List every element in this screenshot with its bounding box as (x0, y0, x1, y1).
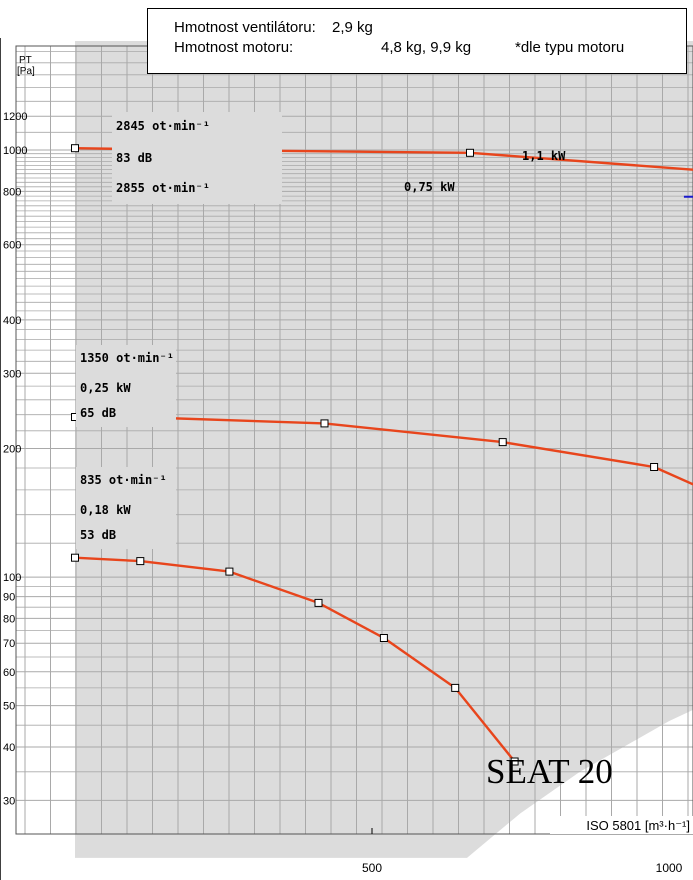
series-label: 2845 ot·min⁻¹ (116, 119, 210, 133)
curve-point-marker (314, 598, 323, 607)
y-tick-label: 100 (3, 572, 21, 584)
model-label: SEAT 20 (486, 752, 613, 791)
series-label: 65 dB (80, 406, 116, 420)
curve-point-marker (498, 438, 507, 447)
y-tick-label: 200 (3, 444, 21, 456)
series-label-bg (112, 112, 282, 204)
y-axis-label-line2: [Pa] (17, 66, 35, 77)
curve-point-marker (510, 757, 519, 766)
x-tick-labels: 50010001500 (362, 828, 683, 875)
series-label: 53 dB (80, 528, 116, 542)
power-label: 0,75 kW (404, 180, 455, 194)
y-tick-label: 70 (3, 638, 15, 650)
motor-weight-label: Hmotnost motoru: (174, 39, 294, 56)
curve-point-marker (650, 463, 659, 471)
fan-weight-value: 2,9 kg (332, 19, 373, 36)
curve-point-marker (451, 683, 460, 692)
series-label-bg (76, 345, 176, 427)
curve-point-marker (379, 634, 388, 642)
power-label: 1,1 kW (522, 149, 566, 163)
motor-weight-value: 4,8 kg, 9,9 kg (381, 39, 472, 56)
y-tick-label: 30 (3, 795, 15, 807)
y-tick-label: 400 (3, 315, 21, 327)
curve-point-marker (320, 419, 329, 428)
curve-point-marker (466, 148, 474, 157)
x-axis-label-bg (550, 816, 693, 834)
y-tick-label: 1200 (3, 111, 27, 123)
motor-note: *dle typu motoru (515, 39, 625, 56)
grid (16, 46, 693, 834)
weight-info-box: Hmotnost ventilátoru: 2,9 kg Hmotnost mo… (147, 8, 687, 74)
curve-point-marker (225, 567, 234, 576)
series-label: 1350 ot·min⁻¹ (80, 351, 174, 365)
y-tick-label: 60 (3, 667, 15, 679)
curve-point-marker (136, 557, 145, 566)
series-label: 83 dB (116, 151, 152, 165)
y-tick-label: 40 (3, 742, 15, 754)
y-tick-label: 1000 (3, 145, 27, 157)
fan-weight-label: Hmotnost ventilátoru: (174, 19, 316, 36)
y-tick-labels: 30 40 50 60 70 80 90 100 200 300 400 600 800 1000 1200 (3, 111, 27, 807)
curve-point-marker (71, 553, 79, 562)
x-tick-label: 500 (362, 861, 382, 875)
y-tick-label: 300 (3, 368, 21, 380)
series-label: 835 ot·min⁻¹ (80, 473, 167, 487)
x-tick-label: 1000 (656, 861, 683, 875)
x-axis-label: ISO 5801 [m³·h⁻¹] (586, 818, 690, 833)
y-tick-label: 600 (3, 240, 21, 252)
y-tick-label: 90 (3, 592, 15, 604)
y-tick-label: 50 (3, 701, 15, 713)
series-label: 2855 ot·min⁻¹ (116, 181, 210, 195)
series-label: 0,25 kW (80, 381, 131, 395)
power-switch-line: 1,1 kW 0,75 kW (404, 149, 693, 198)
series-label-bg (76, 467, 176, 549)
series-label: 0,18 kW (80, 503, 131, 517)
y-axis-label-line1: PT (19, 55, 32, 66)
y-tick-label: 80 (3, 613, 15, 625)
curve-point-marker (71, 144, 79, 153)
series-labels: 2845 ot·min⁻¹ 83 dB 2855 ot·min⁻¹ 1350 ot·m… (76, 112, 282, 549)
y-tick-label: 800 (3, 186, 21, 198)
